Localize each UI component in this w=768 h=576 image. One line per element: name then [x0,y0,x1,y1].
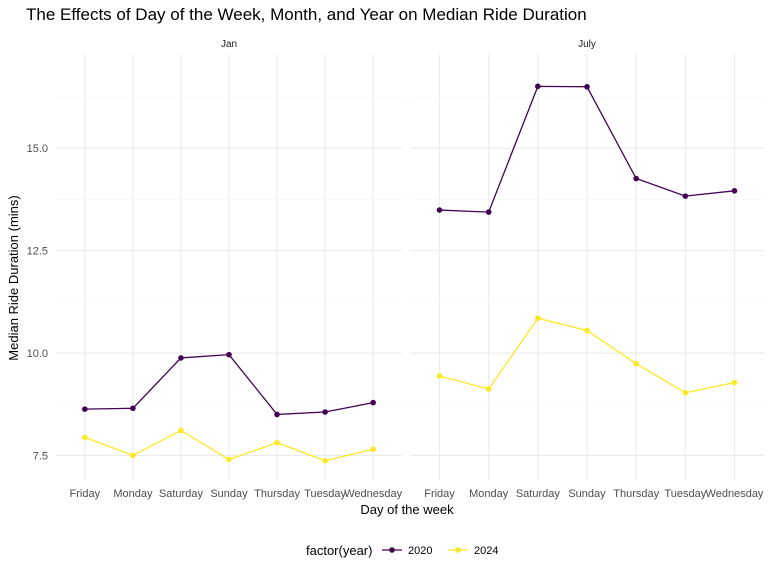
y-axis: 7.5 10.0 12.5 15.0 [27,143,48,462]
data-point [584,327,590,334]
legend-label: 2020 [408,545,432,557]
data-point [633,175,639,182]
y-tick-label: 12.5 [27,246,48,258]
legend-label: 2024 [474,545,498,557]
data-point [322,409,328,415]
data-point [274,411,280,418]
series-2020 [436,83,738,215]
x-tick-label: Saturday [516,488,561,500]
x-tick-label: Friday [424,488,455,500]
series-2020 [82,351,376,418]
data-point [436,207,443,213]
legend-title: factor(year) [306,543,372,558]
chart-title: The Effects of Day of the Week, Month, a… [26,5,587,24]
data-point [82,434,88,441]
y-axis-title: Median Ride Duration (mins) [6,195,21,360]
panel-jan: Jan Friday Monday Saturday Sunday Thursday Tue… [56,39,403,500]
data-point [226,456,232,463]
data-point [584,83,590,90]
data-point [226,351,232,358]
data-point [535,315,541,322]
x-tick-label: Thursday [254,488,300,500]
data-point [485,386,492,392]
data-point [178,355,184,361]
legend-entry-2024: 2024 [448,545,498,557]
data-point [370,399,376,406]
data-point [130,452,136,459]
facet-strip-label: Jan [221,39,237,50]
data-point [731,379,738,386]
data-point [436,373,443,379]
x-tick-label: Thursday [613,488,659,500]
series-2024 [82,427,376,464]
data-point [633,360,639,367]
series-2024 [436,315,738,396]
data-point [274,439,280,446]
data-point [178,427,184,434]
x-tick-label: Monday [113,488,153,500]
data-point [130,405,136,412]
x-tick-label: Monday [469,488,509,500]
y-tick-label: 15.0 [27,143,48,155]
x-tick-label: Sunday [568,488,606,500]
x-tick-label: Tuesday [664,488,706,500]
y-tick-label: 7.5 [33,450,48,462]
data-point [322,457,328,464]
legend-key-point [389,547,395,553]
x-tick-label: Tuesday [304,488,346,500]
x-tick-label: Sunday [210,488,248,500]
data-point [82,406,88,412]
panel-july: July Friday Monday Saturday Sunday Thursday Tu… [410,39,764,500]
legend: factor(year) 2020 2024 [306,543,498,558]
data-point [485,209,492,215]
x-axis-title: Day of the week [360,502,454,517]
x-tick-label: Wednesday [706,488,764,500]
y-tick-label: 10.0 [27,348,48,360]
data-point [731,188,738,194]
data-point [682,389,689,396]
data-point [370,446,376,453]
legend-entry-2020: 2020 [382,545,432,557]
legend-key-point [455,547,461,553]
panels-layer: Jan Friday Monday Saturday Sunday Thursday Tue… [56,39,764,500]
data-point [682,193,689,199]
x-tick-label: Friday [70,488,101,500]
x-tick-label: Saturday [159,488,204,500]
facet-strip-label: July [578,39,596,50]
data-point [535,83,541,90]
x-tick-label: Wednesday [344,488,402,500]
